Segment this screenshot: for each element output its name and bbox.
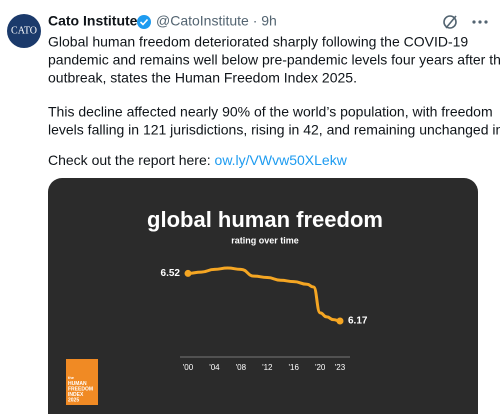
chart-title: global human freedom [147, 207, 383, 232]
value-label: 6.52 [161, 268, 181, 279]
logo-text: HUMAN [68, 381, 87, 387]
end-dot [336, 317, 344, 325]
avatar-text: CATO [11, 25, 37, 36]
x-tick-label: '00 [183, 363, 194, 372]
logo-text: the [68, 375, 75, 380]
logo-text: FREEDOM [68, 386, 93, 392]
x-tick-label: '23 [335, 363, 346, 372]
handle-time: @CatoInstitute · 9h [156, 13, 277, 29]
x-tick-label: '20 [315, 363, 326, 372]
tweet-line: outbreak, states the Human Freedom Index… [48, 70, 357, 86]
verified-badge [137, 15, 151, 29]
link[interactable]: ow.ly/VWvw50XLekw [215, 152, 348, 168]
grok-icon[interactable] [443, 15, 457, 29]
avatar[interactable] [7, 14, 41, 48]
x-tick-label: '16 [289, 363, 300, 372]
x-tick-label: '08 [236, 363, 247, 372]
end-dot [184, 269, 192, 277]
value-label: 6.17 [348, 316, 368, 327]
tweet-line: pandemic and remains well below pre-pand… [48, 52, 500, 68]
line [186, 266, 342, 323]
author[interactable]: Cato Institute [48, 13, 138, 29]
chart-subtitle: rating over time [231, 235, 299, 245]
link-line: Check out the report here: ow.ly/VWvw50X… [48, 152, 348, 168]
more-menu[interactable] [472, 20, 488, 24]
logo-text: INDEX [68, 392, 84, 398]
verified-check [139, 18, 149, 26]
grok-icon-slash [445, 15, 457, 29]
chart-image[interactable] [48, 178, 478, 414]
x-tick-label: '04 [209, 363, 220, 372]
link-prefix: Check out the report here: [48, 152, 215, 168]
logo [66, 359, 98, 405]
tweet-line: Global human freedom deteriorated sharpl… [48, 34, 468, 50]
logo-text: 2025 [68, 397, 79, 403]
tweet-line: levels falling in 121 jurisdictions, ris… [48, 122, 500, 138]
tweet-line: This decline affected nearly 90% of the … [48, 104, 493, 120]
x-tick-label: '12 [262, 363, 273, 372]
